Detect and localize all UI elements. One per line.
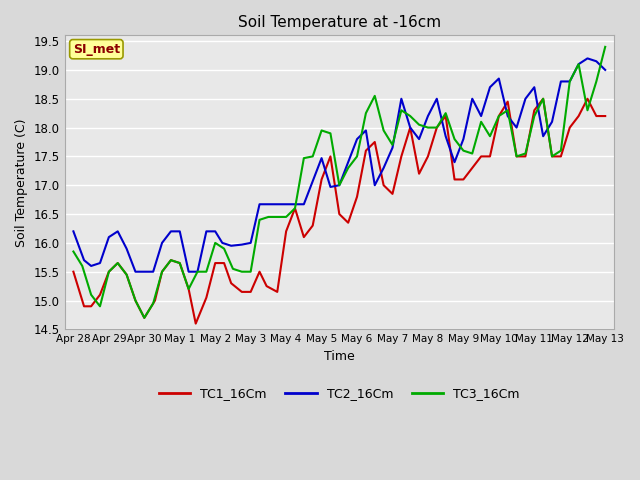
Legend: TC1_16Cm, TC2_16Cm, TC3_16Cm: TC1_16Cm, TC2_16Cm, TC3_16Cm	[154, 383, 525, 406]
X-axis label: Time: Time	[324, 350, 355, 363]
Text: SI_met: SI_met	[73, 43, 120, 56]
Y-axis label: Soil Temperature (C): Soil Temperature (C)	[15, 118, 28, 247]
Title: Soil Temperature at -16cm: Soil Temperature at -16cm	[237, 15, 441, 30]
